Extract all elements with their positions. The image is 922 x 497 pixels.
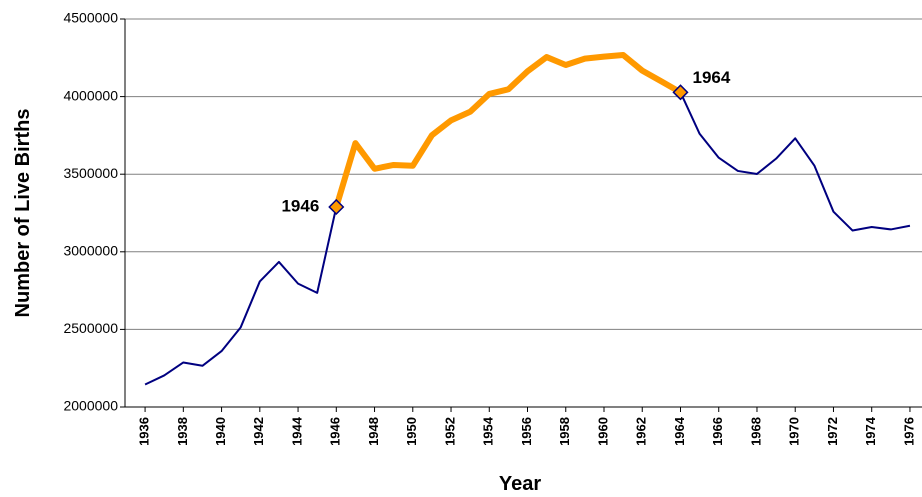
- x-tick-label: 1944: [289, 416, 304, 446]
- x-tick-label: 1970: [787, 417, 802, 446]
- annotation-label: 1964: [692, 68, 730, 87]
- x-tick-label: 1938: [175, 417, 190, 446]
- x-tick-label: 1954: [481, 416, 496, 446]
- y-tick-label: 4500000: [63, 10, 118, 26]
- y-tick-label: 2000000: [63, 398, 118, 414]
- x-tick-label: 1940: [213, 417, 228, 446]
- y-tick-label: 2500000: [63, 320, 118, 336]
- x-tick-label: 1964: [672, 416, 687, 446]
- x-tick-label: 1962: [634, 417, 649, 446]
- x-tick-label: 1976: [901, 417, 916, 446]
- x-tick-label: 1946: [328, 417, 343, 446]
- x-tick-label: 1948: [366, 417, 381, 446]
- x-tick-label: 1968: [748, 417, 763, 446]
- annotation-label: 1946: [281, 196, 319, 215]
- x-tick-label: 1958: [557, 417, 572, 446]
- x-tick-label: 1972: [825, 417, 840, 446]
- x-tick-label: 1956: [519, 417, 534, 446]
- series-line: [144, 53, 911, 386]
- x-axis-title: Year: [499, 473, 541, 495]
- y-tick-label: 3500000: [63, 165, 118, 181]
- x-tick-label: 1974: [863, 416, 878, 446]
- x-tick-label: 1966: [710, 417, 725, 446]
- highlight-line: [333, 51, 682, 208]
- annotation-marker: [328, 198, 345, 216]
- x-tick-label: 1960: [595, 417, 610, 446]
- x-tick-label: 1952: [442, 417, 457, 446]
- x-tick-label: 1950: [404, 417, 419, 446]
- y-tick-label: 3000000: [63, 243, 118, 259]
- y-tick-label: 4000000: [63, 87, 118, 103]
- y-axis-title: Number of Live Births: [12, 109, 34, 318]
- x-tick-label: 1942: [251, 417, 266, 446]
- x-tick-label: 1936: [137, 417, 152, 446]
- annotation-marker: [672, 84, 689, 101]
